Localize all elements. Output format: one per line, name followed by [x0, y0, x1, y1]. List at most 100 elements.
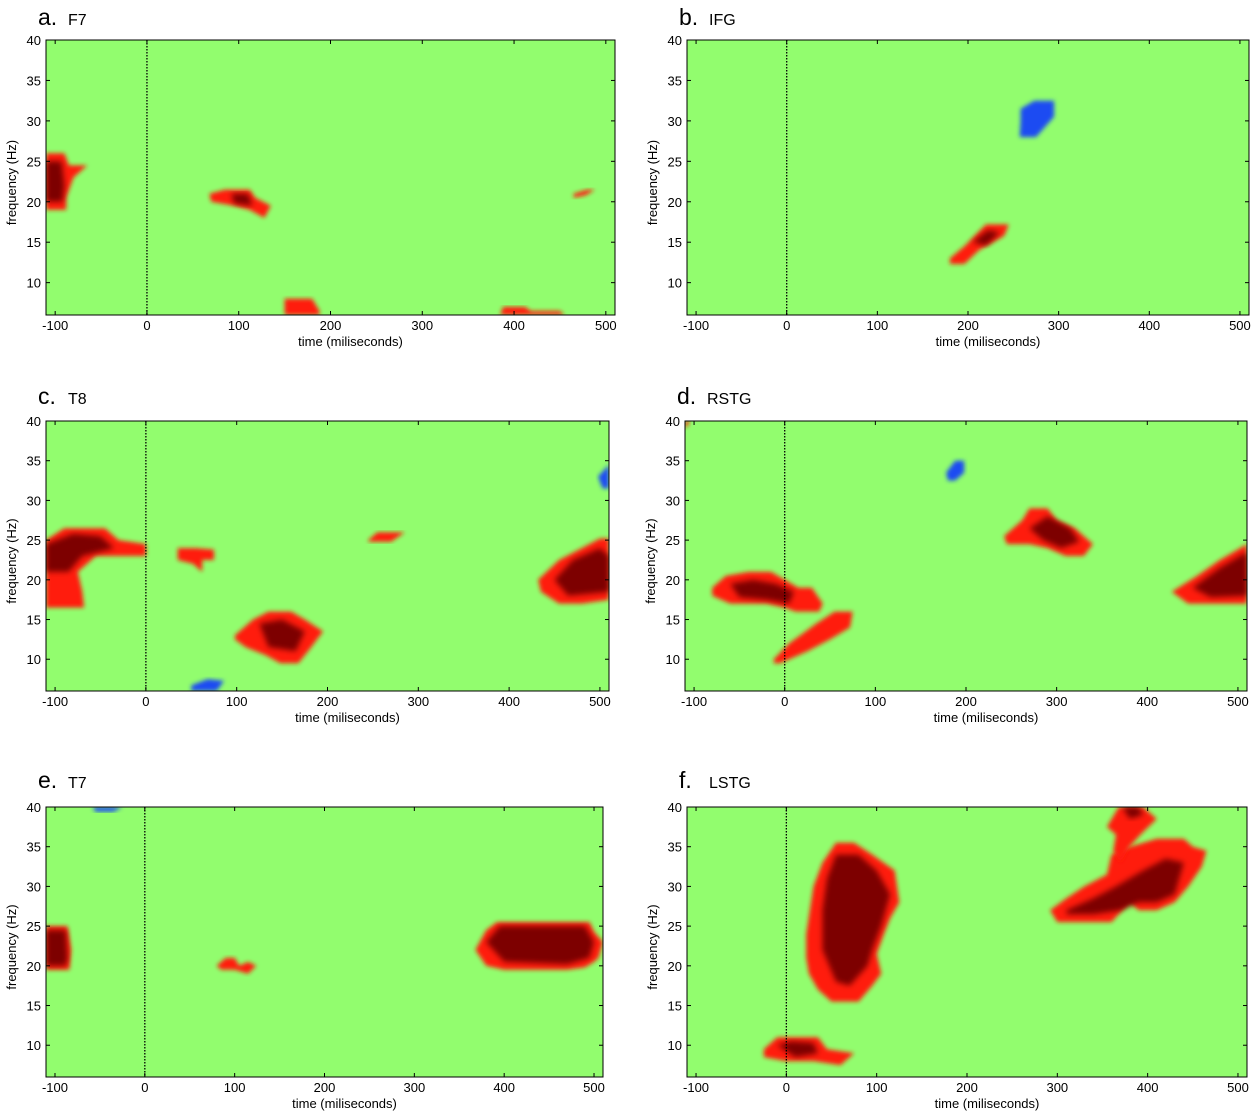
y-axis-label: frequency (Hz): [645, 140, 660, 225]
y-tick-label: 30: [666, 493, 680, 508]
blob-negative-6: [191, 679, 224, 691]
x-tick-label: 100: [224, 1080, 246, 1095]
x-tick-label: 400: [1138, 318, 1160, 333]
panel-title: T8: [68, 391, 87, 408]
y-tick-label: 20: [27, 959, 41, 974]
blob-positive-dark-7: [1122, 807, 1144, 819]
x-tick-label: 0: [143, 318, 150, 333]
blob-positive-0: [685, 421, 691, 429]
x-tick-label: 400: [498, 694, 520, 709]
x-axis-label: time (miliseconds): [934, 710, 1039, 725]
blob-positive-dark-3: [730, 579, 794, 604]
y-tick-label: 10: [666, 652, 680, 667]
x-tick-label: 0: [141, 1080, 148, 1095]
panel-ifg: -100 0 100 200 300 400 500 10 15 20 25 30 35 40 time (…: [645, 4, 1251, 349]
blob-positive-dark-1: [46, 161, 65, 202]
panel-f7: -100 0 100 200 300 400 500 10 15 20 25 30 35 40 time (…: [4, 4, 617, 349]
significance-blobs: [46, 464, 609, 691]
y-tick-label: 40: [668, 33, 682, 48]
x-tick-label: 400: [1136, 694, 1158, 709]
blob-positive-4: [773, 611, 853, 664]
panel-letter: d.: [677, 383, 696, 409]
x-tick-label: 200: [955, 694, 977, 709]
x-axis-label: time (miliseconds): [295, 710, 400, 725]
blob-positive-dark-5: [1066, 858, 1184, 915]
x-tick-label: 300: [1046, 694, 1068, 709]
blob-positive-6: [573, 189, 595, 198]
panel-title: T7: [68, 775, 87, 792]
x-tick-label: 500: [1227, 1080, 1249, 1095]
y-tick-label: 40: [27, 800, 41, 815]
x-tick-label: 300: [403, 1080, 425, 1095]
y-tick-label: 25: [666, 533, 680, 548]
blob-negative-7: [598, 464, 609, 489]
y-tick-label: 40: [666, 414, 680, 429]
blob-positive-2: [177, 548, 214, 572]
panel-title: RSTG: [707, 391, 751, 408]
x-tick-label: 100: [228, 318, 250, 333]
significance-blobs: [949, 100, 1055, 264]
y-tick-label: 15: [27, 235, 41, 250]
panel-title: IFG: [709, 12, 736, 29]
y-axis-label: frequency (Hz): [645, 904, 660, 989]
x-axis-label: time (miliseconds): [936, 334, 1041, 349]
y-tick-label: 35: [27, 840, 41, 855]
y-tick-label: 30: [27, 493, 41, 508]
panel-title: LSTG: [709, 775, 751, 792]
x-tick-label: 500: [583, 1080, 605, 1095]
significance-blobs: [685, 421, 1247, 664]
y-tick-label: 35: [27, 73, 41, 88]
x-tick-label: 200: [317, 694, 339, 709]
x-tick-label: 0: [783, 1080, 790, 1095]
blob-positive-dark-1: [777, 1041, 818, 1058]
x-tick-label: 0: [783, 318, 790, 333]
panel-letter: a.: [38, 4, 57, 30]
blob-negative-0: [1019, 100, 1055, 138]
y-tick-label: 10: [27, 276, 41, 291]
plot-background: [685, 421, 1247, 691]
panel-letter: c.: [38, 383, 56, 409]
x-tick-label: 200: [320, 318, 342, 333]
y-tick-label: 20: [668, 195, 682, 210]
y-tick-label: 25: [27, 533, 41, 548]
x-tick-label: 100: [865, 694, 887, 709]
y-tick-label: 35: [666, 454, 680, 469]
x-tick-label: 400: [1137, 1080, 1159, 1095]
blob-positive-dark-1: [46, 533, 115, 572]
y-tick-label: 10: [27, 652, 41, 667]
plot-background: [687, 40, 1249, 315]
y-tick-label: 20: [666, 573, 680, 588]
x-tick-label: 300: [1048, 318, 1070, 333]
x-tick-label: 100: [867, 318, 889, 333]
panel-t8: -100 0 100 200 300 400 500 10 15 20 25 30 35 40 time (…: [4, 383, 611, 725]
x-tick-label: 500: [595, 318, 617, 333]
y-axis-label: frequency (Hz): [643, 518, 658, 603]
x-tick-label: 0: [781, 694, 788, 709]
x-tick-label: -100: [681, 694, 707, 709]
y-tick-label: 10: [27, 1038, 41, 1053]
x-tick-label: -100: [42, 1080, 68, 1095]
plot-background: [46, 40, 615, 315]
blob-positive-4: [284, 298, 320, 315]
y-tick-label: 40: [27, 33, 41, 48]
x-tick-label: 500: [589, 694, 611, 709]
x-tick-label: -100: [683, 1080, 709, 1095]
blob-positive-dark-8: [1192, 552, 1247, 598]
x-tick-label: 0: [142, 694, 149, 709]
blob-positive-dark-2: [46, 930, 68, 966]
y-tick-label: 25: [27, 919, 41, 934]
y-tick-label: 15: [27, 999, 41, 1014]
y-tick-label: 20: [668, 959, 682, 974]
blob-positive-5: [500, 306, 565, 315]
y-tick-label: 10: [668, 1038, 682, 1053]
x-tick-label: 100: [866, 1080, 888, 1095]
y-tick-label: 30: [27, 114, 41, 129]
x-tick-label: 400: [493, 1080, 515, 1095]
x-tick-label: 100: [226, 694, 248, 709]
y-tick-label: 10: [668, 276, 682, 291]
y-tick-label: 40: [27, 414, 41, 429]
panel-letter: f.: [679, 767, 692, 793]
x-tick-label: 200: [314, 1080, 336, 1095]
